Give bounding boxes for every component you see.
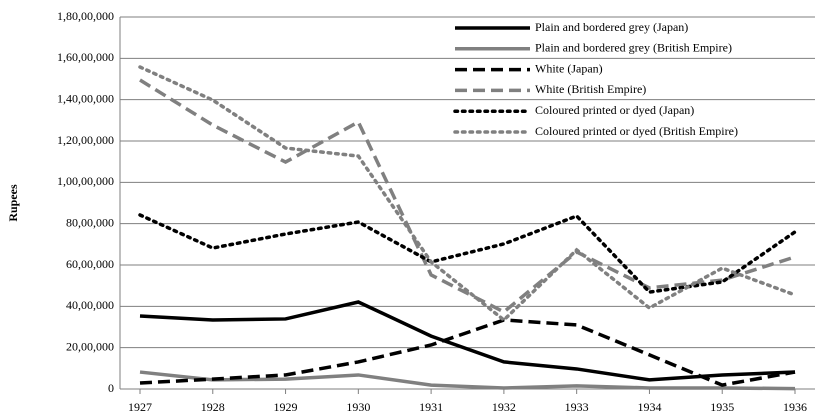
legend-label: Coloured printed or dyed (British Empire…: [535, 124, 738, 138]
series-line: [139, 78, 796, 314]
x-tick-label: 1931: [419, 400, 443, 414]
x-tick-label: 1933: [565, 400, 589, 414]
y-tick-label: 20,00,000: [66, 339, 114, 353]
y-tick-label: 1,20,00,000: [57, 133, 114, 147]
x-tick-label: 1932: [492, 400, 516, 414]
legend-label: White (Japan): [535, 61, 603, 75]
y-tick-label: 0: [108, 381, 114, 395]
series-line: [138, 65, 797, 323]
y-axis-label: Rupees: [6, 184, 20, 222]
y-tick-label: 1,80,00,000: [57, 9, 114, 23]
x-tick-label: 1935: [710, 400, 734, 414]
y-tick-label: 1,00,00,000: [57, 174, 114, 188]
legend-label: White (British Empire): [535, 82, 646, 96]
y-tick-label: 1,40,00,000: [57, 91, 114, 105]
x-tick-label: 1936: [783, 400, 807, 414]
series-line: [139, 318, 796, 387]
x-tick-label: 1929: [274, 400, 298, 414]
x-tick-label: 1927: [128, 400, 152, 414]
legend-label: Plain and bordered grey (British Empire): [535, 41, 732, 55]
series-line: [139, 370, 796, 391]
y-tick-label: 40,00,000: [66, 298, 114, 312]
x-tick-label: 1930: [346, 400, 370, 414]
y-tick-label: 60,00,000: [66, 257, 114, 271]
series-line: [138, 213, 797, 294]
y-tick-label: 80,00,000: [66, 215, 114, 229]
y-tick-label: 1,60,00,000: [57, 50, 114, 64]
legend-label: Coloured printed or dyed (Japan): [535, 103, 694, 117]
x-tick-label: 1928: [201, 400, 225, 414]
legend-label: Plain and bordered grey (Japan): [535, 20, 688, 34]
series-line: [139, 300, 796, 382]
x-tick-label: 1934: [637, 400, 661, 414]
